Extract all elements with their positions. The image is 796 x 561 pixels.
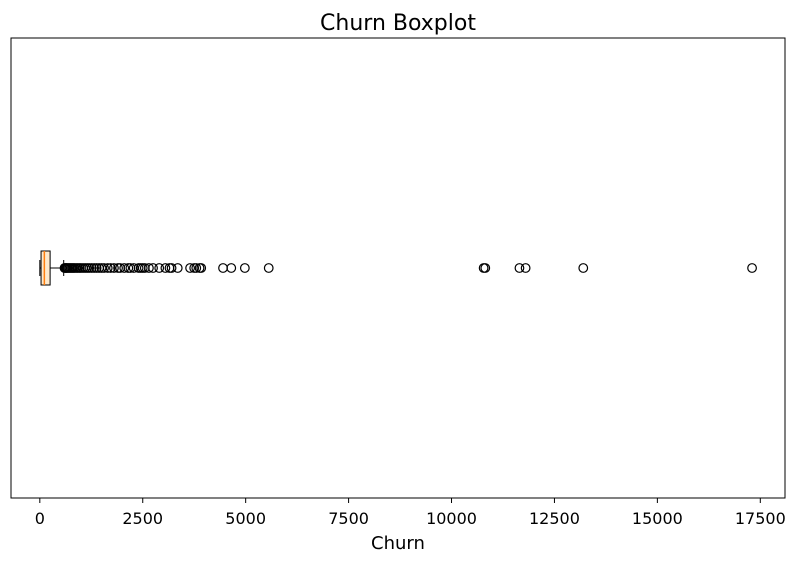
plot-area (10, 37, 786, 499)
outlier-point (578, 263, 589, 273)
outlier-point (160, 263, 171, 273)
outlier-point (520, 263, 531, 273)
outlier-point (148, 263, 158, 273)
outlier-point (144, 263, 154, 273)
outlier-point (191, 263, 202, 273)
outlier-point (218, 263, 228, 273)
boxplot (39, 250, 65, 286)
outlier-point (105, 263, 116, 273)
x-tick-label: 15000 (632, 509, 683, 528)
x-tick-label: 17500 (735, 509, 786, 528)
outlier-point (514, 263, 525, 273)
outlier-point (99, 263, 109, 273)
x-tick-label: 10000 (426, 509, 477, 528)
outlier-point (172, 263, 183, 273)
outlier-point (84, 263, 95, 273)
x-axis-ticks: 0 2500 5000 7500 10000 12500 15000 17500 (35, 498, 786, 528)
outliers (59, 263, 757, 273)
outlier-point (226, 263, 237, 273)
x-axis-label: Churn (371, 533, 425, 554)
chart-title: Churn Boxplot (320, 11, 476, 36)
outlier-point (196, 263, 207, 273)
outlier-point (89, 263, 100, 273)
outlier-point (102, 263, 113, 273)
outlier-point (119, 263, 130, 273)
outlier-point (263, 263, 274, 273)
x-tick-label: 2500 (122, 509, 163, 528)
outlier-point (109, 263, 119, 273)
outlier-point (86, 263, 97, 273)
outlier-point (480, 263, 491, 273)
iqr-box (40, 250, 51, 286)
x-tick-label: 5000 (225, 509, 266, 528)
outlier-point (185, 263, 195, 273)
outlier-point (91, 263, 102, 273)
outlier-point (239, 263, 250, 273)
outlier-point (166, 263, 177, 273)
outlier-point (154, 263, 165, 273)
outlier-point (747, 263, 757, 273)
x-tick-label: 12500 (529, 509, 580, 528)
x-tick-label: 7500 (328, 509, 369, 528)
x-tick-label: 0 (35, 509, 45, 528)
